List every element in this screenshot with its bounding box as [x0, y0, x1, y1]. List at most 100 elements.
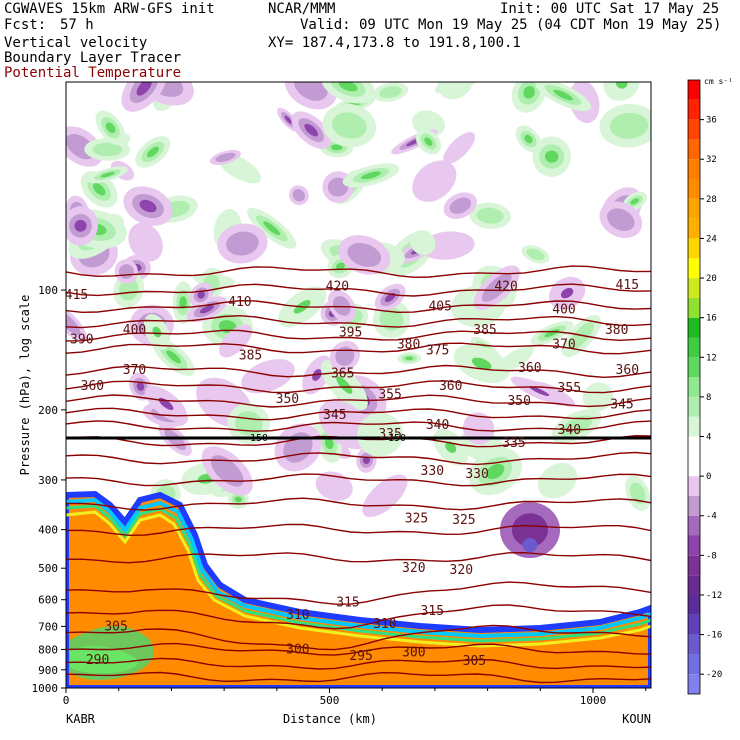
velocity-cell [496, 346, 534, 373]
svg-text:325: 325 [405, 512, 428, 527]
colorbar-swatch [688, 515, 700, 536]
velocity-cell [532, 136, 571, 177]
colorbar-tick-label: 36 [706, 116, 717, 126]
colorbar-swatch [688, 218, 700, 239]
theta-label: 415 [66, 288, 88, 303]
svg-text:360: 360 [616, 363, 639, 378]
theta-contour [66, 473, 651, 487]
velocity-cell [219, 324, 252, 358]
colorbar-swatch [688, 614, 700, 635]
y-tick-label: 300 [38, 474, 58, 487]
svg-text:320: 320 [450, 563, 473, 578]
colorbar-swatch [688, 139, 700, 160]
theta-label: 345 [323, 408, 346, 423]
colorbar-tick-label: -4 [706, 512, 717, 522]
theta-label: 360 [439, 379, 462, 394]
theta-contour [66, 604, 651, 630]
colorbar-tick-label: 4 [706, 433, 711, 443]
theta-contour [66, 642, 651, 656]
svg-text:340: 340 [558, 423, 581, 438]
tropopause-label: 150 [250, 433, 268, 444]
velocity-cell [551, 409, 602, 444]
endpoint-left: KABR [66, 712, 96, 726]
velocity-cell [321, 82, 376, 104]
svg-text:355: 355 [558, 381, 581, 396]
colorbar-tick-label: 0 [706, 472, 711, 482]
svg-text:335: 335 [502, 436, 525, 451]
theta-contour [66, 314, 651, 329]
y-tick-label: 400 [38, 524, 58, 537]
axes: 0 500 1000 100 200 300 400 500 600 700 800 900 1000 [32, 284, 647, 707]
svg-text:380: 380 [397, 338, 420, 353]
colorbar-swatch [688, 119, 700, 140]
velocity-cell [217, 223, 268, 264]
theta-label: 340 [426, 418, 449, 433]
velocity-cell [397, 352, 422, 365]
colorbar-tick-label: 12 [706, 353, 717, 363]
theta-label: 355 [558, 381, 581, 396]
y-tick-label: 500 [38, 562, 58, 575]
velocity-cell [123, 186, 173, 226]
theta-label: 350 [507, 394, 530, 409]
fcst-value: 57 h [60, 17, 94, 33]
theta-label: 335 [378, 427, 401, 442]
y-tick-label: 700 [38, 620, 58, 633]
theta-label: 350 [276, 392, 299, 407]
x-tick-label: 500 [320, 694, 340, 707]
svg-text:325: 325 [452, 513, 475, 528]
colorbar-tick-label: 16 [706, 314, 717, 324]
svg-text:365: 365 [331, 366, 354, 381]
xy-range: XY= 187.4,173.8 to 191.8,100.1 [268, 35, 521, 51]
x-tick-label: 1000 [580, 694, 607, 707]
org-label: NCAR/MMM [268, 1, 336, 17]
theta-contour [66, 265, 651, 279]
colorbar-swatch [688, 99, 700, 120]
velocity-cell [121, 82, 167, 112]
theta-contour [66, 407, 651, 421]
velocity-cell [87, 166, 129, 184]
colorbar-swatch [688, 416, 700, 437]
theta-label: 330 [421, 464, 444, 479]
svg-text:360: 360 [439, 379, 462, 394]
theta-contour [66, 299, 651, 314]
svg-text:310: 310 [373, 617, 396, 632]
velocity-cell [437, 82, 473, 100]
theta-contour [66, 624, 651, 651]
colorbar-tick-label: -8 [706, 551, 717, 561]
velocity-cell [247, 207, 297, 249]
velocity-cell [201, 446, 253, 496]
velocity-cell [66, 206, 99, 246]
colorbar-swatch [688, 179, 700, 199]
theta-label: 310 [373, 617, 396, 632]
colorbar-frame [687, 79, 701, 695]
velocity-cell [473, 265, 520, 310]
theta-contour [66, 671, 651, 684]
theta-label: 340 [558, 423, 581, 438]
field-pbl-tracer: Boundary Layer Tracer [4, 50, 182, 66]
colorbar-unit: cm s⁻¹ [704, 77, 733, 86]
svg-text:400: 400 [123, 323, 146, 338]
y-axis-label: Pressure (hPa), log scale [18, 295, 32, 476]
svg-text:420: 420 [326, 280, 349, 295]
colorbar-swatch [688, 258, 700, 279]
velocity-cell [284, 82, 338, 110]
svg-text:360: 360 [518, 361, 541, 376]
velocity-cell [561, 314, 601, 358]
theta-label: 380 [605, 323, 628, 338]
velocity-cell [66, 304, 87, 342]
velocity-cell [453, 344, 510, 383]
svg-text:345: 345 [610, 398, 633, 413]
colorbar-tick-label: -16 [706, 631, 722, 641]
velocity-cell [362, 474, 408, 518]
colorbar-swatch [688, 535, 700, 556]
theta-contour [66, 551, 651, 564]
velocity-cell [327, 289, 356, 323]
velocity-cell [209, 149, 241, 165]
velocity-cell [291, 111, 332, 149]
svg-text:300: 300 [402, 646, 425, 661]
velocity-cell [288, 185, 309, 206]
svg-text:370: 370 [123, 363, 146, 378]
velocity-cell [315, 471, 353, 501]
velocity-cell [603, 82, 640, 101]
